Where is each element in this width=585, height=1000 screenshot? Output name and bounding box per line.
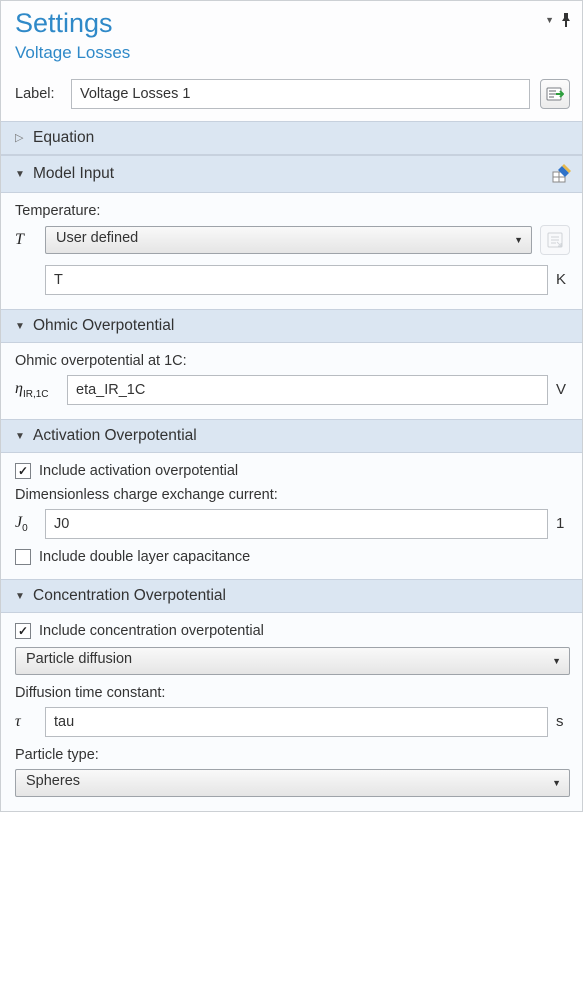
temperature-mode-value: User defined [56,230,138,246]
temperature-symbol: T [15,231,37,249]
collapse-icon [15,320,33,332]
section-header-model-input[interactable]: Model Input [1,155,582,193]
section-header-equation[interactable]: Equation [1,121,582,155]
section-body-model-input: Temperature: T User defined K [1,193,582,309]
include-double-layer-checkbox[interactable] [15,549,31,565]
include-concentration-checkbox[interactable] [15,623,31,639]
activation-field-label: Dimensionless charge exchange current: [15,487,570,503]
section-title-model-input: Model Input [33,165,550,183]
section-body-concentration: Include concentration overpotential Part… [1,613,582,811]
include-double-layer-label: Include double layer capacitance [39,549,250,565]
ohmic-field-label: Ohmic overpotential at 1C: [15,353,570,369]
particle-type-select[interactable]: Spheres [15,769,570,797]
include-concentration-label: Include concentration overpotential [39,623,264,639]
settings-panel: Settings Voltage Losses ▼ Label: Equatio… [0,0,583,812]
ohmic-unit: V [556,381,570,398]
section-body-ohmic: Ohmic overpotential at 1C: ηIR,1C V [1,343,582,419]
activation-symbol: J0 [15,514,37,534]
section-title-equation: Equation [33,129,572,147]
diffusion-symbol: τ [15,713,37,731]
expand-icon [15,131,33,144]
section-title-ohmic: Ohmic Overpotential [33,317,572,335]
panel-header: Settings Voltage Losses ▼ [1,1,582,69]
temperature-unit: K [556,271,570,288]
activation-unit: 1 [556,515,570,532]
collapse-icon [15,430,33,442]
label-row: Label: [1,69,582,121]
section-title-concentration: Concentration Overpotential [33,587,572,605]
particle-type-label: Particle type: [15,747,570,763]
spacer [15,271,37,289]
include-activation-checkbox[interactable] [15,463,31,479]
collapse-icon [15,590,33,602]
section-header-concentration[interactable]: Concentration Overpotential [1,579,582,613]
section-body-activation: Include activation overpotential Dimensi… [1,453,582,579]
particle-type-value: Spheres [26,773,80,789]
panel-subtitle: Voltage Losses [15,43,568,63]
panel-menu-icon[interactable]: ▼ [545,15,554,25]
temperature-link-button[interactable] [540,225,570,255]
model-input-edit-icon[interactable] [550,163,572,185]
temperature-value-input[interactable] [45,265,548,295]
section-title-activation: Activation Overpotential [33,427,572,445]
collapse-icon [15,168,33,180]
diffusion-label: Diffusion time constant: [15,685,570,701]
diffusion-value-input[interactable] [45,707,548,737]
section-header-ohmic[interactable]: Ohmic Overpotential [1,309,582,343]
concentration-mode-value: Particle diffusion [26,651,132,667]
temperature-label: Temperature: [15,203,570,219]
concentration-mode-select[interactable]: Particle diffusion [15,647,570,675]
pin-icon[interactable] [560,13,572,27]
label-field-label: Label: [15,86,61,102]
section-header-activation[interactable]: Activation Overpotential [1,419,582,453]
activation-value-input[interactable] [45,509,548,539]
diffusion-unit: s [556,713,570,730]
include-activation-label: Include activation overpotential [39,463,238,479]
ohmic-value-input[interactable] [67,375,548,405]
ohmic-symbol: ηIR,1C [15,380,59,400]
panel-title: Settings [15,9,568,39]
go-to-source-button[interactable] [540,79,570,109]
label-input[interactable] [71,79,530,109]
temperature-mode-select[interactable]: User defined [45,226,532,254]
